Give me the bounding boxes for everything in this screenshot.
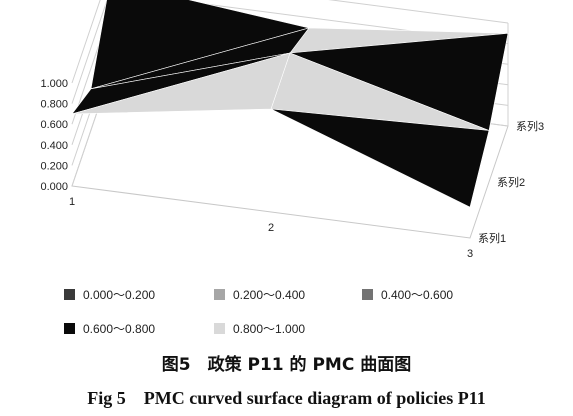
z-tick-label: 0.400 <box>40 140 68 152</box>
legend-swatch-2 <box>362 289 373 300</box>
series-label: 系列3 <box>516 119 544 133</box>
x-tick-label: 3 <box>467 248 473 260</box>
z-gridline <box>71 0 509 104</box>
legend-label-1: 0.200～0.400 <box>233 288 306 302</box>
legend-swatch-4 <box>214 323 225 334</box>
legend-item-2: 0.400～0.600 <box>362 286 453 303</box>
surface-chart: 0.000 0.200 0.400 0.600 0.800 1.000 1 2 3 系列1 系列2 系… <box>40 0 544 260</box>
series-label: 系列2 <box>497 175 525 189</box>
z-tick-label: 0.200 <box>40 160 68 172</box>
z-tick-label: 0.000 <box>40 181 68 193</box>
surface-layer <box>71 0 509 208</box>
surface-facet <box>270 108 490 208</box>
z-tick-label: 0.600 <box>40 119 68 131</box>
legend-label-0: 0.000～0.200 <box>83 288 156 302</box>
surface-facet <box>71 52 291 115</box>
legend-item-0: 0.000～0.200 <box>64 286 155 303</box>
x-tick-label: 2 <box>268 222 274 234</box>
legend-item-3: 0.600～0.800 <box>64 320 155 337</box>
figure-caption-cn: 图5 政策 P11 的 PMC 曲面图 <box>161 355 412 375</box>
legend-item-4: 0.800～1.000 <box>214 320 305 337</box>
z-tick-label: 1.000 <box>40 78 68 90</box>
series-label: 系列1 <box>478 231 506 245</box>
label-layer: 0.000 0.200 0.400 0.600 0.800 1.000 1 2 3 系列1 系列2 系… <box>40 78 544 260</box>
legend-label-4: 0.800～1.000 <box>233 322 306 336</box>
legend-label-3: 0.600～0.800 <box>83 322 156 336</box>
legend-item-1: 0.200～0.400 <box>214 286 305 303</box>
figure-caption-en: Fig 5 PMC curved surface diagram of poli… <box>87 388 486 408</box>
legend-swatch-0 <box>64 289 75 300</box>
legend-swatch-3 <box>64 323 75 334</box>
legend-swatch-1 <box>214 289 225 300</box>
x-tick-label: 1 <box>69 196 75 208</box>
legend: 0.000～0.200 0.200～0.400 0.400～0.600 0.60… <box>60 282 530 342</box>
z-tick-label: 0.800 <box>40 99 68 111</box>
legend-label-2: 0.400～0.600 <box>381 288 454 302</box>
z-gridline <box>71 0 509 84</box>
